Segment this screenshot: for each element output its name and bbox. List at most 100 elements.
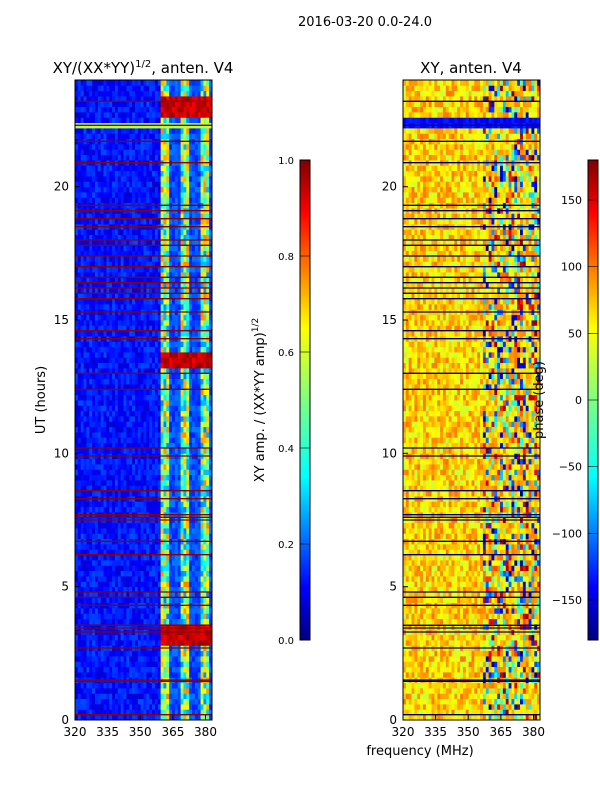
amp-heat-cell (117, 554, 122, 561)
amp-heat-cell (197, 661, 201, 668)
amp-heat-cell (189, 506, 193, 513)
amp-heat-cell (120, 693, 124, 700)
amp-heat-cell (174, 442, 179, 449)
amp-heat-cell (177, 613, 181, 620)
amp-heat-cell (169, 192, 173, 198)
amp-heat-cell (206, 165, 210, 172)
amp-heat-cell (194, 240, 199, 246)
amp-heat-cell (92, 218, 96, 225)
amp-heat-cell (117, 544, 122, 550)
amp-heat-cell (97, 378, 102, 385)
amp-heat-cell (194, 288, 199, 294)
amp-heat-cell (143, 592, 147, 598)
amp-heat-cell (143, 389, 147, 396)
amp-heat-cell (157, 218, 162, 225)
amp-heat-cell (97, 581, 102, 588)
amp-heat-cell (172, 192, 176, 198)
amp-heat-cell (183, 245, 187, 252)
amp-heat-cell (140, 165, 144, 172)
amp-heat-cell (203, 666, 207, 673)
amp-heat-cell (120, 261, 124, 268)
amp-heat-cell (94, 544, 99, 550)
amp-heat-cell (129, 581, 133, 588)
amp-heat-cell (166, 293, 170, 300)
amp-heat-cell (203, 181, 207, 188)
amp-heat-cell (94, 186, 99, 193)
amp-heat-cell (174, 666, 179, 673)
amp-heat-cell (177, 480, 181, 486)
amp-heat-cell (189, 565, 193, 572)
amp-heat-cell (120, 176, 124, 182)
amp-heat-cell (200, 576, 204, 582)
amp-heat-cell (100, 421, 104, 428)
amp-heat-cell (157, 266, 162, 273)
amp-heat-cell (149, 330, 153, 337)
amp-heat-cell (166, 394, 170, 401)
amp-heat-cell (186, 421, 190, 428)
amp-heat-cell (89, 682, 93, 689)
amp-heat-cell (80, 624, 84, 630)
amp-heat-cell (183, 298, 187, 305)
amp-heat-cell (197, 442, 201, 449)
amp-heat-cell (180, 213, 184, 220)
amp-heat-cell (177, 362, 181, 369)
amp-heat-cell (134, 586, 139, 593)
amp-heat-cell (123, 218, 127, 225)
amp-heat-cell (92, 592, 96, 598)
amp-heat-cell (75, 501, 79, 508)
amp-heat-cell (126, 480, 130, 486)
amp-heat-cell (86, 181, 90, 188)
amp-heat-cell (189, 485, 193, 492)
amp-heat-cell (180, 634, 184, 641)
amp-heat-cell (160, 229, 164, 236)
amp-heat-cell (132, 704, 136, 710)
amp-heat-cell (100, 506, 104, 513)
amp-heat-cell (154, 261, 159, 268)
amp-heat-cell (177, 400, 181, 406)
amp-heat-cell (163, 698, 167, 705)
amp-heat-cell (92, 416, 96, 422)
amp-heat-cell (166, 165, 170, 172)
amp-heat-cell (134, 234, 139, 241)
amp-heat-cell (180, 373, 184, 380)
amp-heat-cell (77, 384, 82, 390)
amp-heat-cell (86, 272, 90, 278)
amp-heat-cell (154, 197, 159, 204)
amp-heat-cell (114, 298, 119, 305)
amp-heat-cell (189, 613, 193, 620)
amp-heat-cell (194, 640, 199, 646)
amp-heat-cell (120, 394, 124, 401)
amp-heat-cell (152, 650, 156, 657)
amp-heat-cell (194, 490, 199, 497)
amp-heat-cell (149, 192, 153, 198)
amp-heat-cell (100, 245, 104, 252)
amp-heat-cell (137, 320, 142, 326)
amp-heat-cell (192, 592, 196, 598)
amp-heat-cell (203, 250, 207, 257)
amp-heat-cell (100, 362, 104, 369)
amp-heat-cell (109, 714, 113, 721)
amp-heat-cell (92, 192, 96, 198)
amp-heat-cell (109, 394, 113, 401)
amp-heat-cell (174, 464, 179, 470)
amp-heat-cell (180, 245, 184, 252)
amp-heat-cell (109, 522, 113, 529)
amp-heat-cell (186, 266, 190, 273)
amp-heat-cell (129, 490, 133, 497)
amp-heat-cell (86, 682, 90, 689)
amp-heat-cell (92, 554, 96, 561)
amp-heat-cell (197, 421, 201, 428)
amp-heat-cell (94, 266, 99, 273)
amp-heat-cell (180, 192, 184, 198)
amp-heat-cell (97, 234, 102, 241)
amp-heat-cell (206, 469, 210, 476)
amp-heat-cell (123, 634, 127, 641)
amp-heat-cell (123, 490, 127, 497)
amp-heat-cell (169, 586, 173, 593)
amp-heat-cell (183, 480, 187, 486)
amp-heat-cell (200, 688, 204, 694)
amp-heat-cell (140, 624, 144, 630)
amp-heat-cell (189, 282, 193, 289)
amp-heat-cell (126, 506, 130, 513)
amp-heat-cell (157, 640, 162, 646)
